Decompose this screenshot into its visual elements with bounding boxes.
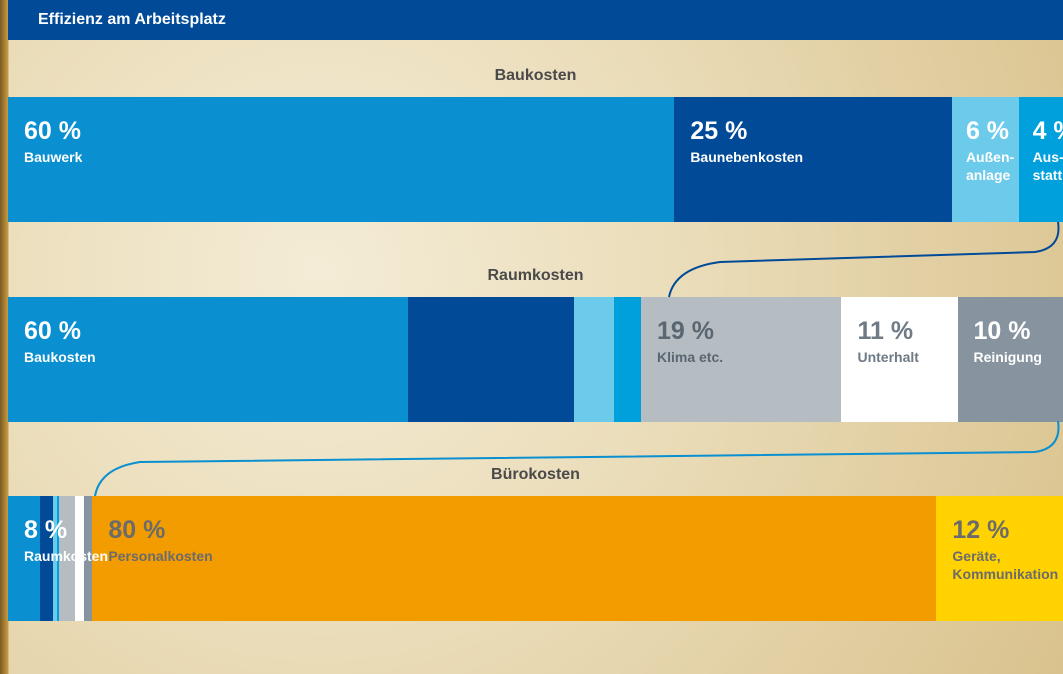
value-label: 11 %: [857, 317, 914, 345]
bar-title: Baukosten: [494, 67, 577, 84]
sub-segment: [53, 496, 57, 621]
sub-segment: [8, 496, 40, 621]
segment-name: Bauwerk: [24, 149, 83, 165]
segment-name: Unterhalt: [857, 349, 919, 365]
connector: [94, 420, 1060, 497]
bar-segment: 60 % Baukosten: [8, 297, 642, 422]
value-label: 6 %: [965, 117, 1010, 145]
segment-label: 11 % Unterhalt: [857, 317, 918, 366]
sub-segment: [39, 496, 54, 621]
sub-segment: [407, 297, 575, 422]
sub-segment: [56, 496, 59, 621]
bar-segment: 6 % Außen­anlage: [951, 97, 1019, 222]
segment-name: Personalkosten: [108, 548, 213, 564]
segment-label: 25 % Baunebenkosten: [690, 117, 803, 166]
sub-segment: [8, 496, 59, 621]
bar-segment: 12 % Geräte, Kommuni­kation: [936, 496, 1063, 621]
value-label: 8 %: [24, 516, 68, 544]
value-label: 60 %: [24, 117, 81, 145]
bar-segment: 60 % Bauwerk: [8, 97, 675, 222]
sub-segment: [74, 496, 84, 621]
value-label: 25 %: [690, 117, 748, 145]
bar-segment: 10 % Reinigung: [957, 297, 1063, 422]
segment-name: Geräte, Kommuni­kation: [952, 548, 1059, 582]
header: Effizienz am Arbeitsplatz: [8, 0, 1063, 40]
segment-label: 60 % Baukosten: [24, 317, 96, 366]
sub-segment: [8, 297, 408, 422]
segment-label: 10 % Reinigung: [974, 317, 1042, 366]
sub-segment: [83, 496, 93, 621]
sub-segment: [574, 297, 615, 422]
value-label: 19 %: [657, 317, 714, 345]
segment-name: Baunebenkosten: [690, 149, 804, 165]
stacked-bar: 8 % Raumkosten 80 % Personalkosten 12 % Gerät…: [8, 496, 1063, 621]
segment-name: Baukosten: [24, 349, 96, 365]
bar-segment: 11 % Unterhalt: [841, 297, 958, 422]
segment-label: 60 % Bauwerk: [24, 117, 82, 166]
segment-name: Reinigung: [973, 349, 1042, 365]
stacked-bar: 60 % Baukosten 19 % Klima etc. 11 % Unterhalt…: [8, 297, 1063, 422]
segment-label: 19 % Klima etc.: [657, 317, 723, 366]
bar-segment: 25 % Baunebenkosten: [674, 97, 952, 222]
bar-title: Raumkosten: [487, 267, 584, 284]
bar-title: Bürokosten: [491, 466, 580, 483]
bar-segment: 19 % Klima etc.: [641, 297, 842, 422]
segment-name: Außen­anlage: [965, 149, 1015, 183]
segment-label: 12 % Geräte, Kommuni­kation: [952, 516, 1062, 583]
value-label: 12 %: [952, 516, 1010, 544]
sub-segment: [58, 496, 75, 621]
value-label: 60 %: [24, 317, 81, 345]
connector: [668, 221, 1060, 298]
stacked-bar: 60 % Bauwerk 25 % Baunebenkosten 6 % Außen­an…: [8, 97, 1063, 222]
value-label: 10 %: [973, 317, 1031, 345]
segment-label: 80 % Personalkosten: [108, 516, 212, 565]
segment-name: Raumkosten: [24, 548, 109, 564]
segment-name: Klima etc.: [657, 349, 724, 365]
segment-label: 6 % Außen­anlage: [966, 117, 1026, 184]
header-title: Effizienz am Arbeitsplatz: [38, 11, 226, 28]
value-label: 4 %: [1032, 117, 1063, 145]
bar-segment: 8 % Raumkosten: [8, 496, 108, 621]
bar-segment: 80 % Personalkosten: [92, 496, 937, 621]
segment-label: 8 % Raumkosten: [24, 516, 108, 565]
value-label: 80 %: [108, 516, 166, 544]
sub-segment: [614, 297, 642, 422]
